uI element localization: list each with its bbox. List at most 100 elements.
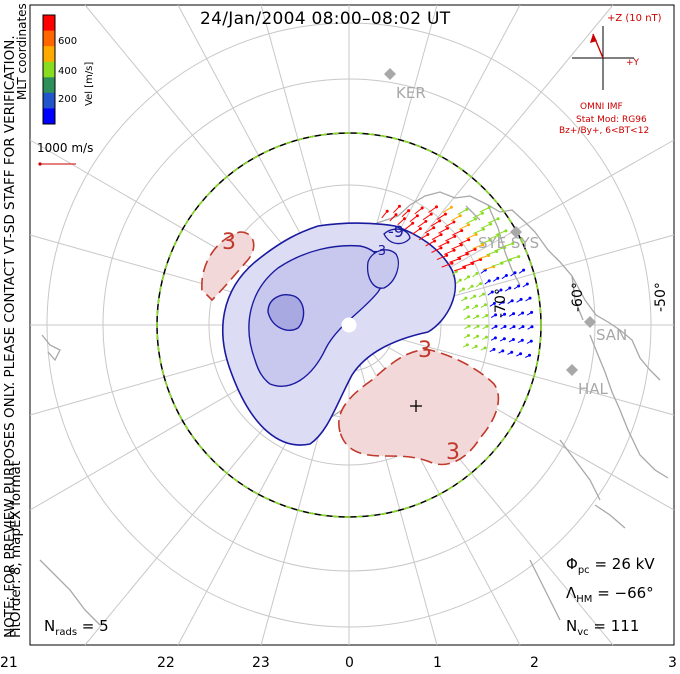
imf-z-label: +Z (10 nT): [607, 13, 662, 24]
mlt-tick-21: 21: [0, 655, 18, 671]
vector-line: [499, 338, 505, 342]
vector-line: [482, 325, 488, 330]
vector-line: [462, 344, 468, 348]
vector-line: [482, 266, 494, 271]
vector-line: [425, 240, 435, 247]
vector-line: [472, 273, 478, 278]
vector-line: [472, 212, 483, 219]
vector-line: [467, 285, 473, 290]
imf-source: OMNI IMF: [580, 102, 623, 112]
vector-line: [428, 206, 437, 213]
negative-cell-contour-3: [267, 294, 305, 331]
vector-line: [478, 293, 484, 298]
vector-line: [457, 208, 468, 215]
potential-max-marker: [410, 400, 422, 412]
vector-line: [508, 313, 514, 317]
vector-line: [472, 244, 483, 250]
vel-tick-600: 600: [58, 36, 78, 47]
vel-label: Vel [m/s]: [84, 61, 95, 106]
vector-line: [507, 300, 513, 305]
velocity-vectors: [381, 204, 534, 358]
vector-line: [462, 306, 468, 311]
vector-line: [463, 276, 469, 281]
vector-line: [480, 269, 486, 274]
vector-line: [471, 305, 477, 310]
vector-line: [458, 224, 469, 230]
vector-line: [479, 207, 490, 213]
vector-line: [526, 311, 532, 316]
vector-line: [491, 325, 497, 330]
vector-line: [525, 297, 531, 302]
imf-y-label: +Y: [626, 58, 640, 68]
vector-line: [487, 235, 499, 240]
vector-line: [381, 210, 388, 219]
color-bar-frame: [42, 14, 56, 125]
vector-line: [496, 289, 502, 294]
vector-line: [484, 280, 490, 285]
vector-line: [458, 239, 469, 245]
vector-line: [489, 348, 495, 353]
color-bar-segment: [43, 92, 55, 109]
vector-line: [436, 213, 446, 220]
station-ker-marker: [384, 68, 396, 80]
vector-line: [509, 326, 515, 330]
reference-vector-dot: [38, 162, 42, 166]
vector-line: [471, 345, 477, 350]
coastlines: [39, 191, 669, 626]
vector-line: [393, 205, 400, 214]
vector-line: [472, 335, 478, 340]
vector-line: [478, 255, 489, 260]
vector-line: [507, 351, 512, 355]
mlt-tick-3: 3: [668, 655, 677, 671]
hmb-boundary-dash: [156, 132, 542, 518]
vector-line: [488, 218, 499, 224]
map-title: 24/Jan/2004 08:00–08:02 UT: [200, 9, 451, 29]
vector-line: [463, 335, 469, 339]
vector-line: [451, 230, 462, 236]
vector-line: [491, 262, 503, 267]
vector-line: [418, 234, 429, 241]
pole-marker: [341, 317, 357, 333]
vector-line: [489, 302, 495, 307]
vector-line: [449, 258, 460, 263]
velocity-color-bar: [42, 14, 56, 125]
vector-line: [414, 207, 423, 215]
stat-cross-polar-potential: Φpc = 26 kV: [566, 555, 655, 576]
vector-line: [444, 221, 455, 228]
vector-line: [510, 272, 516, 277]
vector-line: [457, 253, 468, 259]
station-hal-label: HAL: [578, 380, 608, 398]
vector-line: [494, 247, 505, 252]
mlt-tick-2: 2: [530, 655, 539, 671]
vector-line: [445, 235, 456, 242]
imf-condition: Bz+/By+, 6<BT<12: [559, 126, 650, 136]
vector-line: [465, 218, 476, 225]
vector-line: [487, 291, 493, 296]
vector-line: [480, 223, 491, 229]
vel-tick-400: 400: [58, 66, 78, 77]
vector-line: [436, 254, 447, 261]
vector-line: [518, 269, 524, 274]
vector-line: [438, 241, 449, 248]
vel-tick-200: 200: [58, 94, 78, 105]
station-hal-marker: [566, 364, 578, 376]
vector-line: [464, 248, 476, 254]
vector-line: [522, 283, 528, 288]
vector-line: [431, 247, 442, 253]
vector-line: [502, 243, 513, 248]
vector-line: [499, 313, 505, 318]
vector-line: [424, 227, 434, 234]
vector-line: [473, 228, 484, 234]
vector-line: [472, 315, 478, 320]
fit-order-note: FitOrder: 8, mapEX format: [8, 460, 24, 638]
vector-line: [442, 206, 452, 214]
vector-line: [469, 295, 475, 300]
vector-line: [397, 218, 405, 226]
vector-line: [518, 326, 524, 330]
vector-line: [461, 297, 467, 302]
vector-line: [430, 220, 440, 227]
station-markers: [384, 68, 596, 376]
vector-line: [516, 298, 522, 303]
vector-line: [438, 227, 448, 234]
